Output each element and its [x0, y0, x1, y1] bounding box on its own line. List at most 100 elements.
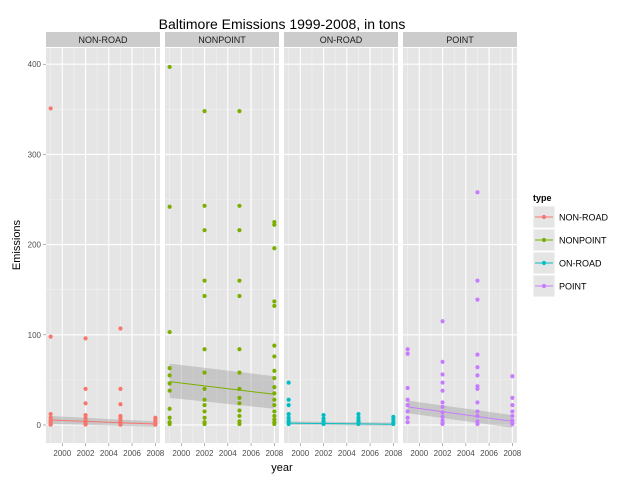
- data-point-nonpoint: [202, 109, 207, 114]
- data-point-point: [475, 386, 480, 391]
- data-point-nonpoint: [272, 413, 277, 419]
- strip-point: [403, 32, 517, 47]
- legend-marker-on-road: [541, 260, 547, 266]
- x-tick-label: 2000: [291, 449, 309, 458]
- data-point-nonpoint: [202, 397, 207, 402]
- data-point-point: [405, 385, 410, 391]
- x-tick-label: 2000: [172, 449, 190, 458]
- data-point-nonpoint: [167, 381, 172, 386]
- legend-label-point: POINT: [559, 282, 587, 292]
- data-point-point: [475, 400, 480, 405]
- data-point-point: [405, 397, 410, 402]
- data-point-on-road: [286, 412, 291, 417]
- data-point-point: [510, 413, 515, 419]
- legend-marker-non-road: [541, 214, 547, 220]
- data-point-non-road: [118, 402, 123, 407]
- data-point-nonpoint: [272, 222, 277, 227]
- data-point-point: [440, 421, 445, 427]
- strip-label-on-road: ON-ROAD: [320, 35, 363, 45]
- legend-label-non-road: NON-ROAD: [559, 213, 608, 223]
- data-point-point: [475, 373, 480, 378]
- data-point-nonpoint: [272, 397, 277, 402]
- x-tick-label: 2006: [242, 449, 260, 458]
- data-point-on-road: [321, 421, 326, 427]
- data-point-non-road: [83, 401, 88, 406]
- data-point-nonpoint: [272, 343, 277, 348]
- data-point-nonpoint: [237, 228, 242, 233]
- data-point-nonpoint: [202, 203, 207, 208]
- strip-nonpoint: [165, 32, 279, 47]
- data-point-nonpoint: [202, 409, 207, 414]
- data-point-on-road: [356, 412, 361, 417]
- data-point-point: [510, 374, 515, 379]
- y-tick-label: 300: [28, 150, 42, 159]
- data-point-nonpoint: [167, 373, 172, 378]
- legend-marker-point: [541, 283, 547, 289]
- panel-background: [165, 48, 279, 443]
- data-point-point: [440, 380, 445, 385]
- x-tick-label: 2006: [123, 449, 141, 458]
- y-axis-title: Emissions: [11, 219, 23, 270]
- x-tick-label: 2004: [338, 449, 356, 458]
- data-point-nonpoint: [237, 203, 242, 208]
- data-point-point: [440, 400, 445, 405]
- panel-background: [284, 48, 398, 443]
- strip-label-point: POINT: [446, 35, 474, 45]
- data-point-point: [475, 421, 480, 427]
- data-point-point: [440, 414, 445, 419]
- data-point-point: [405, 409, 410, 414]
- y-tick-label: 400: [28, 60, 42, 69]
- data-point-non-road: [83, 386, 88, 391]
- data-point-point: [405, 415, 410, 420]
- data-point-non-road: [118, 326, 123, 331]
- trend-line-nonpoint: [169, 381, 275, 395]
- data-point-nonpoint: [237, 370, 242, 375]
- data-point-non-road: [48, 412, 53, 417]
- x-tick-label: 2004: [457, 449, 475, 458]
- y-axis: 0 100 200 300 400: [28, 60, 46, 430]
- trend-line-point: [407, 406, 513, 422]
- data-point-nonpoint: [237, 408, 242, 413]
- x-tick-label: 2000: [53, 449, 71, 458]
- data-point-on-road: [286, 403, 291, 408]
- x-tick-label: 2002: [196, 449, 214, 458]
- data-point-nonpoint: [272, 384, 277, 390]
- strip-label-nonpoint: NONPOINT: [198, 35, 246, 45]
- data-point-point: [475, 352, 480, 357]
- data-point-point: [440, 359, 445, 364]
- data-point-point: [440, 372, 445, 377]
- x-axis-title: year: [271, 462, 293, 474]
- data-point-nonpoint: [167, 64, 172, 70]
- data-point-point: [405, 351, 410, 356]
- data-point-point: [475, 297, 480, 302]
- data-point-nonpoint: [237, 413, 242, 419]
- x-tick-label: 2008: [503, 449, 521, 458]
- data-point-nonpoint: [272, 375, 277, 381]
- data-point-nonpoint: [272, 303, 277, 309]
- data-point-nonpoint: [202, 415, 207, 420]
- data-point-nonpoint: [272, 299, 277, 304]
- data-point-point: [475, 278, 480, 283]
- data-point-nonpoint: [237, 278, 242, 283]
- data-point-on-road: [286, 380, 291, 385]
- data-point-nonpoint: [272, 368, 277, 373]
- x-tick-label: 2008: [265, 449, 283, 458]
- chart-title: Baltimore Emissions 1999-2008, in tons: [159, 16, 406, 32]
- x-tick-label: 2002: [434, 449, 452, 458]
- strip-non-road: [46, 32, 160, 47]
- facet-panels: NON-ROAD 2000 2002 2004 2006 2008 NONPOINT 2000…: [46, 32, 522, 458]
- data-point-nonpoint: [167, 329, 172, 335]
- data-point-nonpoint: [202, 347, 207, 352]
- legend-title: type: [533, 193, 552, 203]
- y-tick-label: 0: [37, 421, 42, 430]
- data-point-point: [510, 403, 515, 408]
- x-tick-label: 2008: [384, 449, 402, 458]
- data-point-nonpoint: [237, 421, 242, 427]
- data-point-point: [440, 388, 445, 393]
- x-tick-label: 2004: [219, 449, 237, 458]
- data-point-point: [405, 347, 410, 352]
- data-point-on-road: [286, 421, 291, 427]
- data-point-point: [440, 404, 445, 410]
- x-tick-label: 2006: [361, 449, 379, 458]
- data-point-nonpoint: [167, 204, 172, 209]
